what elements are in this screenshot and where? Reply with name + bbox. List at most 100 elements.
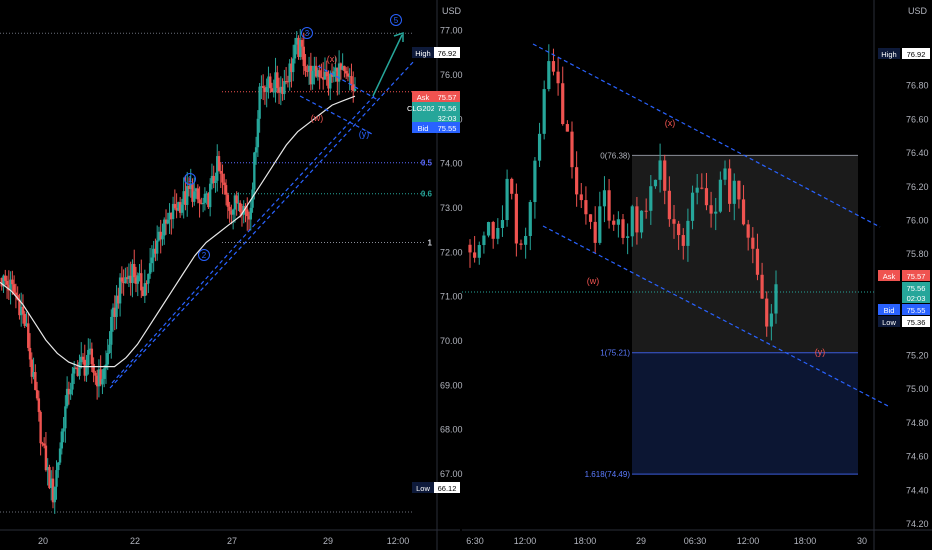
y-tick-label: 71.00 — [440, 292, 463, 302]
level-value: 32:03 — [438, 114, 457, 123]
level-tag-box — [412, 482, 434, 493]
y-tick-label: 76.60 — [906, 114, 929, 124]
candle-body — [92, 364, 95, 373]
level-value: 75.36 — [907, 318, 926, 327]
candle-body — [260, 86, 263, 88]
candle-body — [124, 277, 127, 284]
candle-body — [69, 389, 72, 395]
candle-body — [528, 202, 532, 237]
wave-label: 5 — [394, 16, 399, 25]
candle-body — [774, 284, 778, 314]
candle-body — [309, 65, 313, 85]
candle-body — [37, 398, 41, 412]
candle-body — [306, 70, 309, 72]
candle-body — [313, 65, 316, 71]
candle-body — [353, 88, 357, 92]
channel-top-line — [532, 43, 881, 228]
candle-body — [542, 89, 546, 134]
fib-ratio-label: 0.5 — [421, 159, 433, 168]
candle-body — [41, 443, 44, 445]
candle-body — [593, 221, 597, 243]
fib-level-label: 1.618(74.49) — [585, 470, 631, 479]
candle-body — [44, 445, 48, 471]
candle-body — [663, 160, 667, 191]
candle-body — [58, 448, 62, 463]
candle-body — [62, 428, 65, 432]
x-tick-label: 18:00 — [794, 536, 817, 546]
candle-body — [201, 202, 205, 205]
candle-body — [348, 76, 351, 78]
candle-body — [505, 178, 509, 221]
candle-body — [258, 86, 261, 119]
candle-body — [203, 193, 207, 203]
candle-body — [612, 220, 616, 225]
candle-body — [57, 462, 60, 471]
candle-body — [276, 72, 279, 89]
y-tick-label: 67.00 — [440, 469, 463, 479]
candle-body — [48, 467, 51, 488]
candle-body — [514, 193, 518, 244]
y-tick-label: 68.00 — [440, 425, 463, 435]
level-value: 75.57 — [438, 93, 457, 102]
level-value: 76.92 — [907, 50, 926, 59]
candle-body — [769, 313, 773, 327]
candle-body — [154, 248, 157, 254]
candle-body — [751, 237, 755, 249]
candle-body — [88, 348, 92, 350]
candle-body — [83, 359, 86, 376]
candle-body — [281, 86, 284, 95]
subwave-label: (w) — [587, 276, 600, 286]
level-tag-label: Ask — [417, 93, 430, 102]
candle-body — [101, 378, 104, 385]
wave-label-circle — [390, 14, 402, 26]
candle-body — [170, 212, 173, 220]
subwave-label: (y) — [815, 347, 826, 357]
y-tick-label: 75.00 — [906, 384, 929, 394]
candle-body — [34, 372, 37, 390]
level-tag-box — [412, 122, 434, 133]
candle-body — [314, 65, 318, 77]
candle-body — [755, 248, 760, 275]
candle-body — [265, 86, 268, 92]
currency-label: USD — [908, 6, 928, 16]
level-value: 76.92 — [438, 49, 457, 58]
candle-body — [76, 367, 79, 376]
candle-body — [658, 160, 662, 180]
level-value: 75.55 — [438, 124, 457, 133]
candle-body — [500, 220, 505, 228]
candle-body — [332, 71, 336, 77]
candle-body — [677, 223, 681, 236]
candle-body — [602, 190, 607, 207]
candle-body — [193, 191, 196, 202]
candle-body — [274, 72, 277, 92]
candle-body — [90, 348, 94, 365]
candle-body — [533, 160, 537, 203]
candle-body — [194, 188, 198, 192]
candle-body — [293, 44, 297, 59]
candle-body — [21, 306, 25, 314]
candle-body — [72, 367, 76, 374]
candle-body — [133, 263, 136, 278]
candle-body — [81, 356, 85, 360]
y-tick-label: 73.00 — [440, 203, 463, 213]
candle-body — [690, 192, 695, 221]
candle-body — [695, 187, 699, 193]
candle-body — [32, 372, 35, 377]
candle-body — [626, 236, 630, 238]
candle-body — [270, 88, 274, 92]
candle-body — [291, 58, 295, 73]
candle-body — [111, 307, 115, 317]
candle-body — [78, 362, 81, 376]
candle-body — [12, 284, 16, 293]
candle-body — [198, 199, 201, 204]
candle-body — [320, 77, 323, 79]
candle-body — [491, 222, 495, 239]
candle-body — [97, 369, 101, 387]
candle-body — [575, 167, 579, 195]
level-value: 75.56 — [907, 284, 926, 293]
candle-body — [27, 323, 30, 348]
candle-body — [322, 77, 325, 80]
level-value: 66.12 — [438, 484, 457, 493]
candle-body — [681, 235, 685, 246]
